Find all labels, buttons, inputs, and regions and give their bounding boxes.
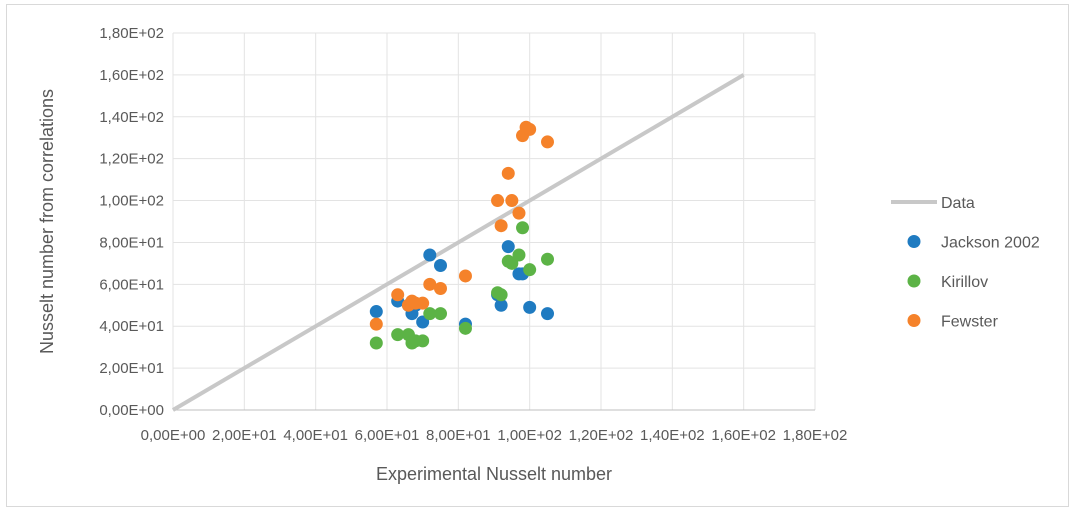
legend-item-fewster: Fewster [907,314,999,331]
data-point-kirillov [434,307,447,321]
data-point-fewster [505,194,519,208]
data-point-kirillov [423,307,437,321]
legend-swatch [907,235,921,248]
data-point-fewster [458,269,472,283]
data-point-kirillov [494,288,508,302]
data-point-jackson-2002 [501,240,515,254]
y-tick-label: 8,00E+01 [99,234,164,251]
x-tick-label: 0,00E+00 [141,427,206,444]
series-data [171,73,745,412]
y-tick-label: 1,60E+02 [99,67,164,84]
data-point-jackson-2002 [434,258,447,272]
series-marks [171,73,745,412]
data-point-jackson-2002 [494,298,508,312]
x-tick-label: 2,00E+01 [212,427,277,444]
legend-label: Jackson 2002 [941,235,1040,252]
data-point-fewster [541,135,554,149]
x-tick-label: 1,00E+02 [497,427,562,444]
y-tick-label: 0,00E+00 [99,402,164,419]
y-tick-label: 2,00E+01 [99,360,164,377]
x-tick-label: 6,00E+01 [355,427,420,444]
data-point-kirillov [541,252,554,266]
x-tick-label: 1,40E+02 [640,427,705,444]
x-tick-label: 1,80E+02 [783,427,848,444]
series-fewster [369,120,554,331]
data-point-kirillov [391,328,405,342]
legend-swatch [907,314,921,327]
legend-label: Fewster [941,314,999,331]
data-point-fewster [434,282,447,296]
tick-labels: 0,00E+00 2,00E+01 4,00E+01 6,00E+01 8,00E+01… [99,25,847,444]
y-axis-title: Nusselt number from correlations [37,89,57,354]
legend-swatch [907,274,921,288]
scatter-chart: 0,00E+00 2,00E+01 4,00E+01 6,00E+01 8,00E+01… [37,25,1040,484]
x-tick-label: 1,20E+02 [569,427,634,444]
y-tick-label: 1,80E+02 [99,25,164,42]
data-point-fewster [512,206,526,220]
data-point-jackson-2002 [369,305,383,319]
data-point-fewster [423,277,437,291]
data-point-jackson-2002 [423,248,437,262]
data-point-fewster [501,166,515,180]
y-tick-label: 1,40E+02 [99,109,164,126]
series-jackson-2002 [369,240,554,331]
data-point-jackson-2002 [523,300,537,314]
data-point-kirillov [458,321,472,335]
data-point-fewster [494,219,508,233]
data-point-kirillov [416,334,430,348]
x-axis-title: Experimental Nusselt number [376,464,612,484]
legend-item-jackson-2002: Jackson 2002 [907,235,1040,252]
y-tick-label: 4,00E+01 [99,318,164,335]
data-point-kirillov [369,336,383,350]
data-point-fewster [391,288,405,302]
chart-frame: 0,00E+00 2,00E+01 4,00E+01 6,00E+01 8,00E+01… [6,4,1069,507]
data-point-kirillov [516,221,530,235]
data-point-fewster [491,194,505,208]
series-kirillov [369,221,554,350]
legend-label: Kirillov [941,274,988,291]
data-point-fewster [369,317,383,331]
data-point-fewster [416,296,430,310]
y-tick-label: 6,00E+01 [99,276,164,293]
y-tick-label: 1,20E+02 [99,151,164,168]
x-tick-label: 1,60E+02 [711,427,776,444]
data-point-jackson-2002 [541,307,554,321]
x-tick-label: 4,00E+01 [283,427,348,444]
series-line-data [171,73,745,412]
x-tick-label: 8,00E+01 [426,427,491,444]
data-point-kirillov [523,263,537,277]
y-tick-label: 1,00E+02 [99,193,164,210]
legend-item-kirillov: Kirillov [907,274,988,291]
data-point-kirillov [512,248,526,262]
data-point-fewster [523,122,537,136]
legend: Data Jackson 2002 Kirillov Fewster [891,195,1040,331]
legend-label: Data [941,195,975,212]
legend-item-data: Data [891,195,975,212]
